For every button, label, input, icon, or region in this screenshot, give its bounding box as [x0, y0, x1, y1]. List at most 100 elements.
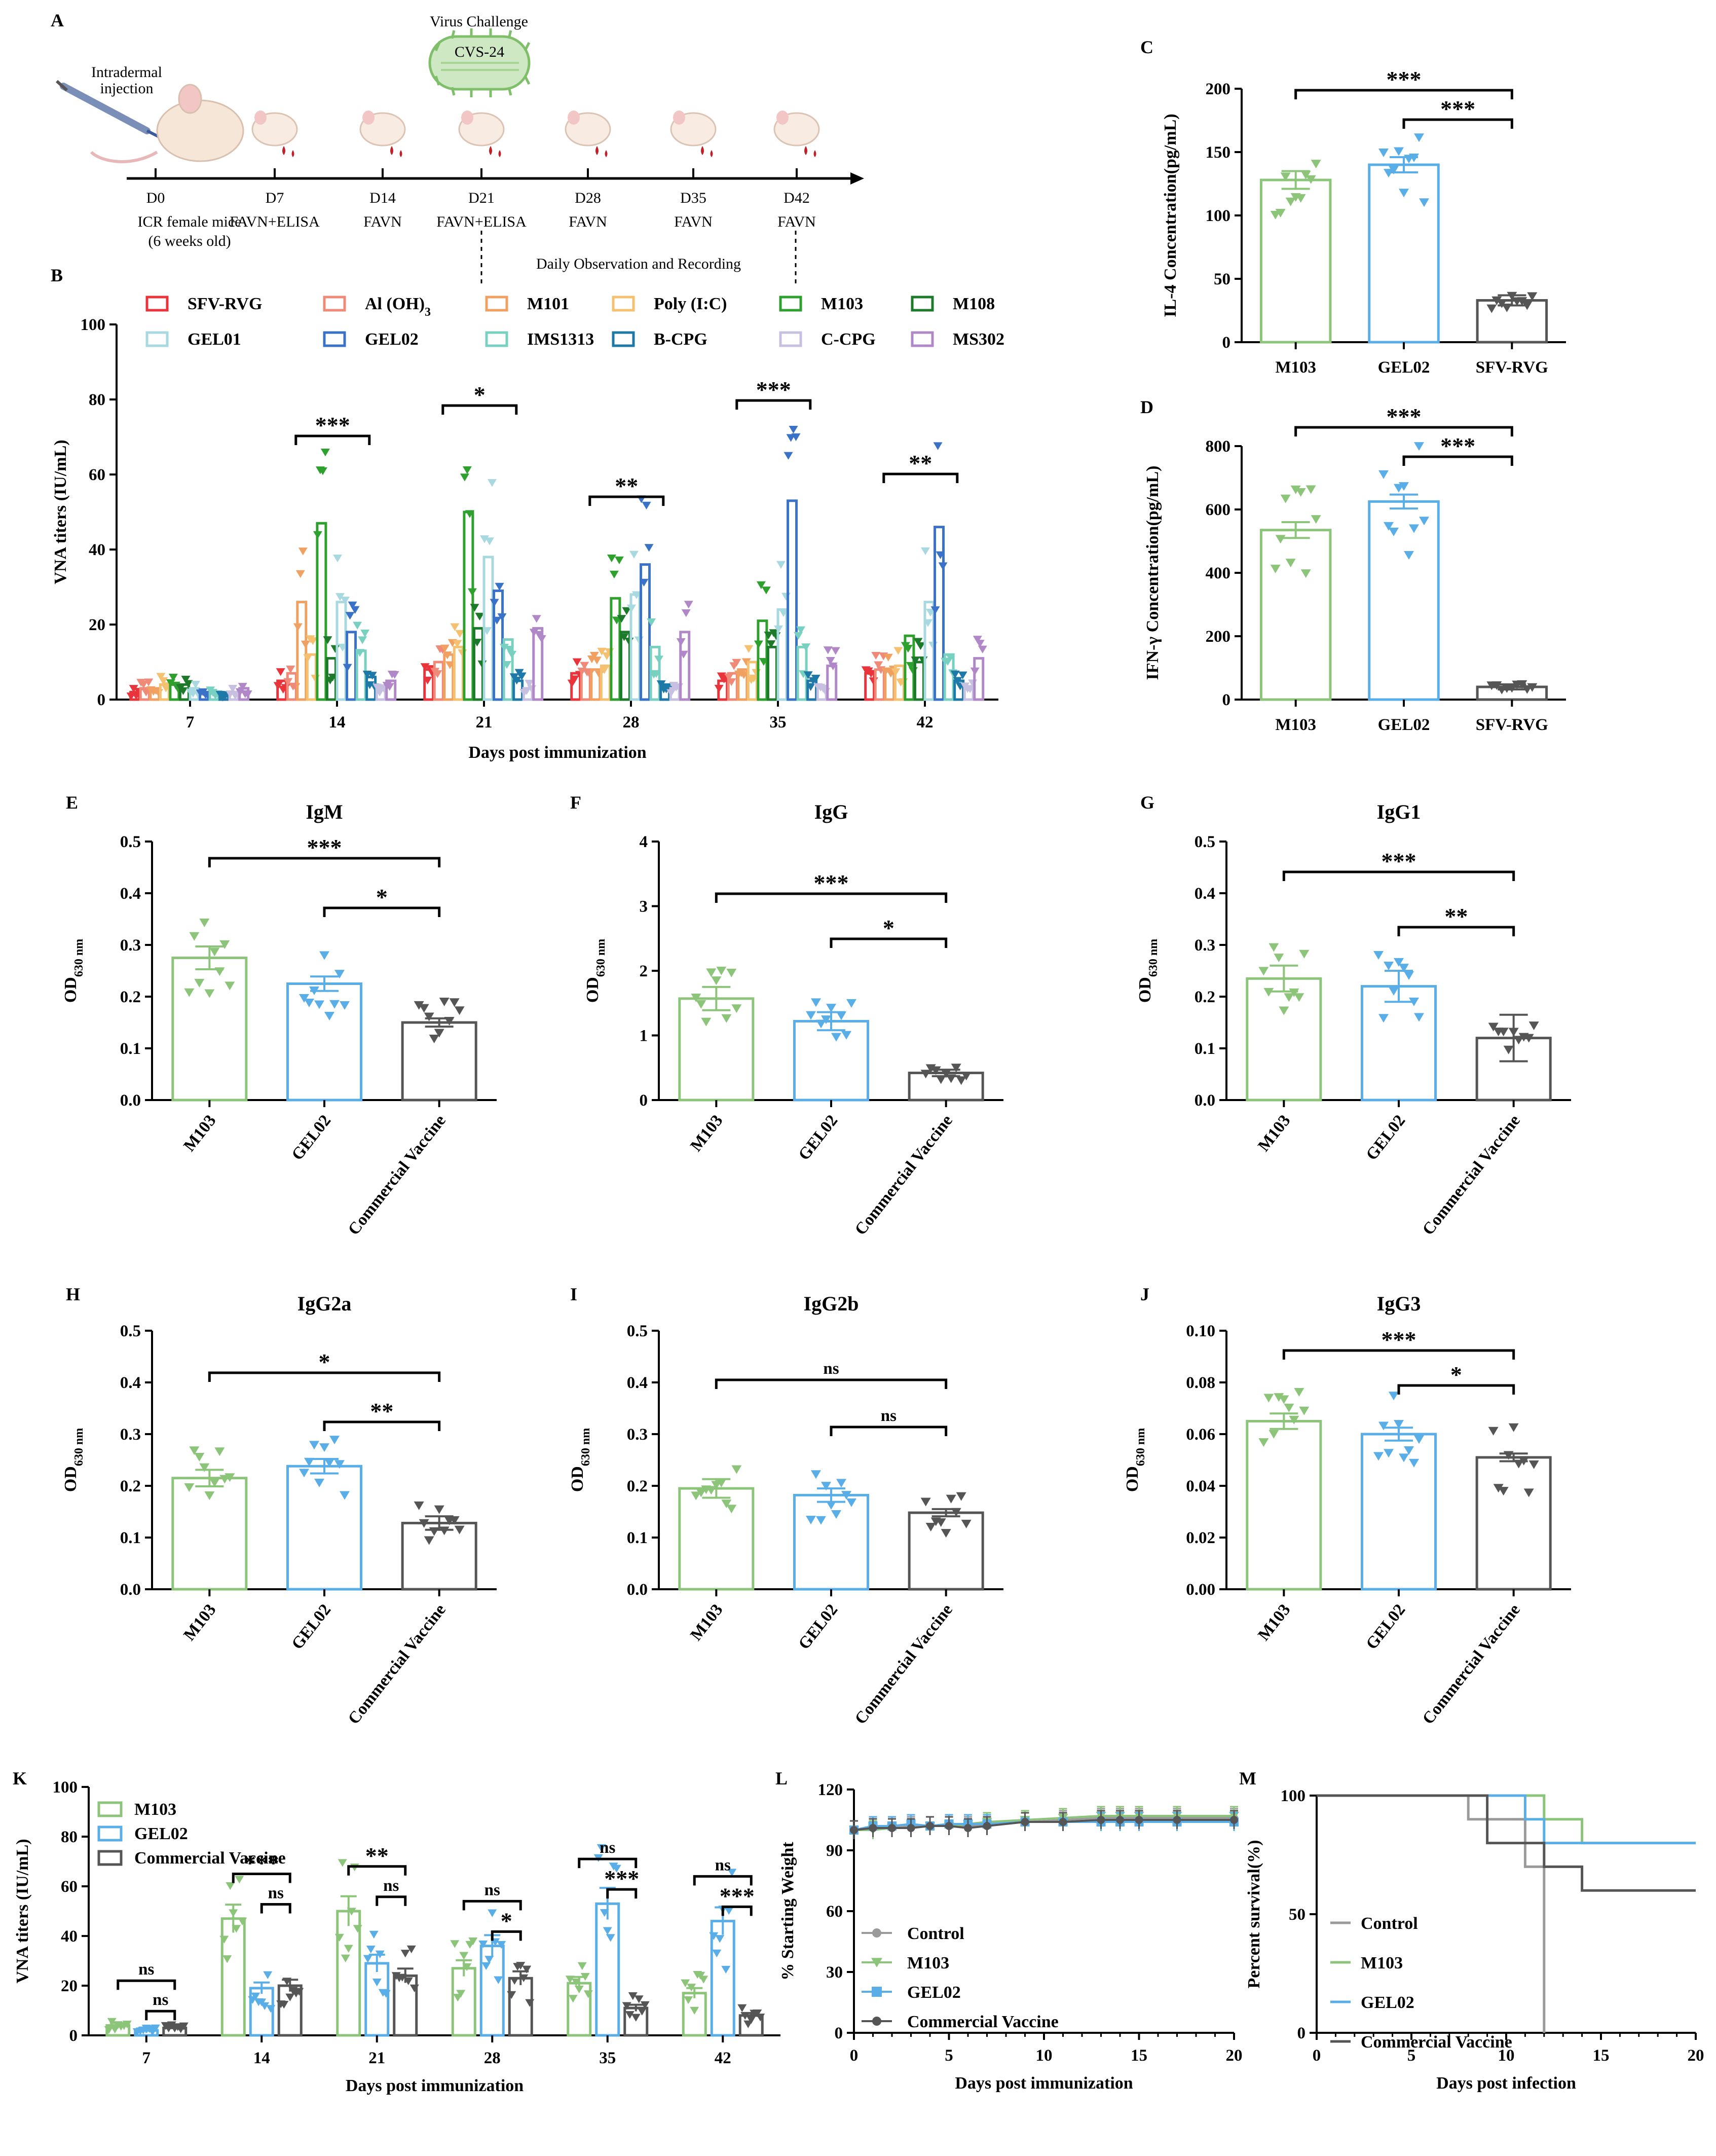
data-point-marker — [324, 1458, 334, 1468]
legend-label: M103 — [1361, 1954, 1403, 1972]
data-point-marker — [400, 1950, 410, 1958]
data-point-marker — [334, 1460, 345, 1469]
virus-strain-label: CVS-24 — [455, 44, 504, 60]
data-point-marker — [826, 1004, 836, 1013]
x-tick-label: 0 — [850, 2047, 859, 2065]
data-point-marker — [1502, 303, 1512, 312]
data-point-marker — [1294, 993, 1304, 1002]
y-tick-label: 0 — [1297, 2024, 1306, 2042]
y-tick-label: 0.0 — [627, 1581, 648, 1599]
data-point-marker — [806, 1011, 816, 1020]
data-point-marker — [811, 674, 820, 683]
panel-l-label: L — [775, 1768, 788, 1788]
data-point-marker — [565, 1976, 575, 1984]
data-point-marker — [1373, 951, 1384, 960]
panel-label: J — [1140, 1284, 1149, 1304]
data-point-marker — [525, 1999, 535, 2007]
y-tick-label: 0.3 — [120, 1426, 141, 1444]
data-point-marker — [1274, 1393, 1284, 1402]
data-point-marker — [283, 678, 293, 686]
data-point-marker — [622, 2002, 631, 2010]
data-point-marker — [282, 1978, 292, 1986]
data-point-marker — [184, 1483, 195, 1492]
data-point-marker — [414, 1501, 424, 1510]
data-point-marker — [624, 637, 634, 646]
y-tick-label: 60 — [61, 1878, 78, 1896]
data-point-marker — [1135, 1816, 1143, 1824]
legend-swatch — [145, 296, 169, 312]
timeline-day-label: D7 — [266, 190, 284, 206]
data-point-marker — [497, 1941, 506, 1949]
x-tick-label: GEL02 — [288, 1601, 335, 1653]
chart-title: IgG1 — [1377, 800, 1421, 823]
data-point-marker — [906, 662, 915, 670]
data-point-marker — [347, 1908, 356, 1916]
data-point-marker — [1517, 297, 1527, 306]
data-point-marker — [285, 1993, 295, 2001]
data-point-marker — [1404, 551, 1414, 560]
x-tick-label: 7 — [186, 713, 195, 732]
data-point-marker — [640, 2001, 650, 2009]
significance-bracket — [830, 937, 948, 948]
data-point-marker — [429, 1034, 439, 1043]
significance-bracket — [830, 1426, 948, 1436]
significance-bracket — [347, 1865, 407, 1876]
legend-label: Control — [1361, 1914, 1418, 1933]
data-point-marker — [445, 661, 455, 669]
legend-swatch — [323, 331, 346, 347]
data-point-marker — [737, 2004, 747, 2013]
x-tick-label: GEL02 — [288, 1112, 335, 1164]
data-point-marker — [926, 1822, 934, 1830]
data-point-marker — [1399, 1453, 1409, 1463]
data-point-marker — [1311, 515, 1321, 524]
bar-gel02 — [1360, 985, 1437, 1102]
y-tick-label: 50 — [1214, 270, 1230, 288]
data-point-marker — [791, 433, 801, 442]
data-point-marker — [744, 645, 754, 653]
data-point-marker — [1389, 166, 1399, 175]
data-point-marker — [329, 1000, 340, 1009]
mini-mouse-ear-icon — [254, 111, 267, 125]
survival-line-control — [1317, 1794, 1546, 2033]
data-point-marker — [1488, 1022, 1499, 1032]
data-point-marker — [1507, 291, 1517, 301]
data-point-marker — [706, 1486, 717, 1495]
blood-drop-icon — [498, 150, 501, 157]
y-axis-label: VNA titers (IU/mL) — [13, 1839, 32, 1983]
data-point-marker — [1528, 1021, 1539, 1031]
data-point-marker — [631, 2014, 641, 2022]
bar-ims1313 — [502, 638, 514, 701]
data-point-marker — [1378, 1421, 1389, 1431]
y-tick-label: 0.0 — [120, 1091, 141, 1110]
data-point-marker — [299, 994, 309, 1003]
data-point-marker — [841, 1031, 851, 1040]
data-point-marker — [612, 616, 621, 625]
error-bar — [1385, 970, 1413, 1003]
timeline-assay-label: FAVN+ELISA — [436, 213, 527, 230]
y-tick-label: 0.0 — [120, 1581, 141, 1599]
mini-mouse-ear-icon — [673, 111, 685, 125]
data-point-marker — [440, 644, 450, 652]
data-point-marker — [973, 636, 982, 644]
bar-ims1313 — [355, 649, 367, 701]
data-point-marker — [532, 615, 541, 623]
timeline-assay-label: FAVN — [674, 213, 713, 230]
data-point-marker — [869, 677, 878, 685]
data-point-marker — [490, 599, 499, 607]
chart-title: IgG — [814, 800, 848, 823]
data-point-marker — [761, 587, 771, 595]
data-point-marker — [920, 1070, 931, 1079]
data-point-marker — [343, 664, 352, 672]
chart-title: IgG2b — [804, 1292, 859, 1315]
significance-bracket — [260, 1903, 291, 1914]
data-point-marker — [1263, 988, 1274, 997]
significance-bracket — [715, 892, 948, 903]
significance-label: ns — [881, 1407, 897, 1425]
x-axis-label: Days post immunization — [346, 2076, 524, 2095]
bar-poly-i-c- — [453, 645, 464, 701]
data-point-marker — [1258, 967, 1269, 976]
data-point-marker — [472, 638, 482, 647]
data-point-marker — [439, 1526, 450, 1536]
legend-swatch — [779, 296, 802, 312]
legend-swatch — [97, 1825, 123, 1842]
